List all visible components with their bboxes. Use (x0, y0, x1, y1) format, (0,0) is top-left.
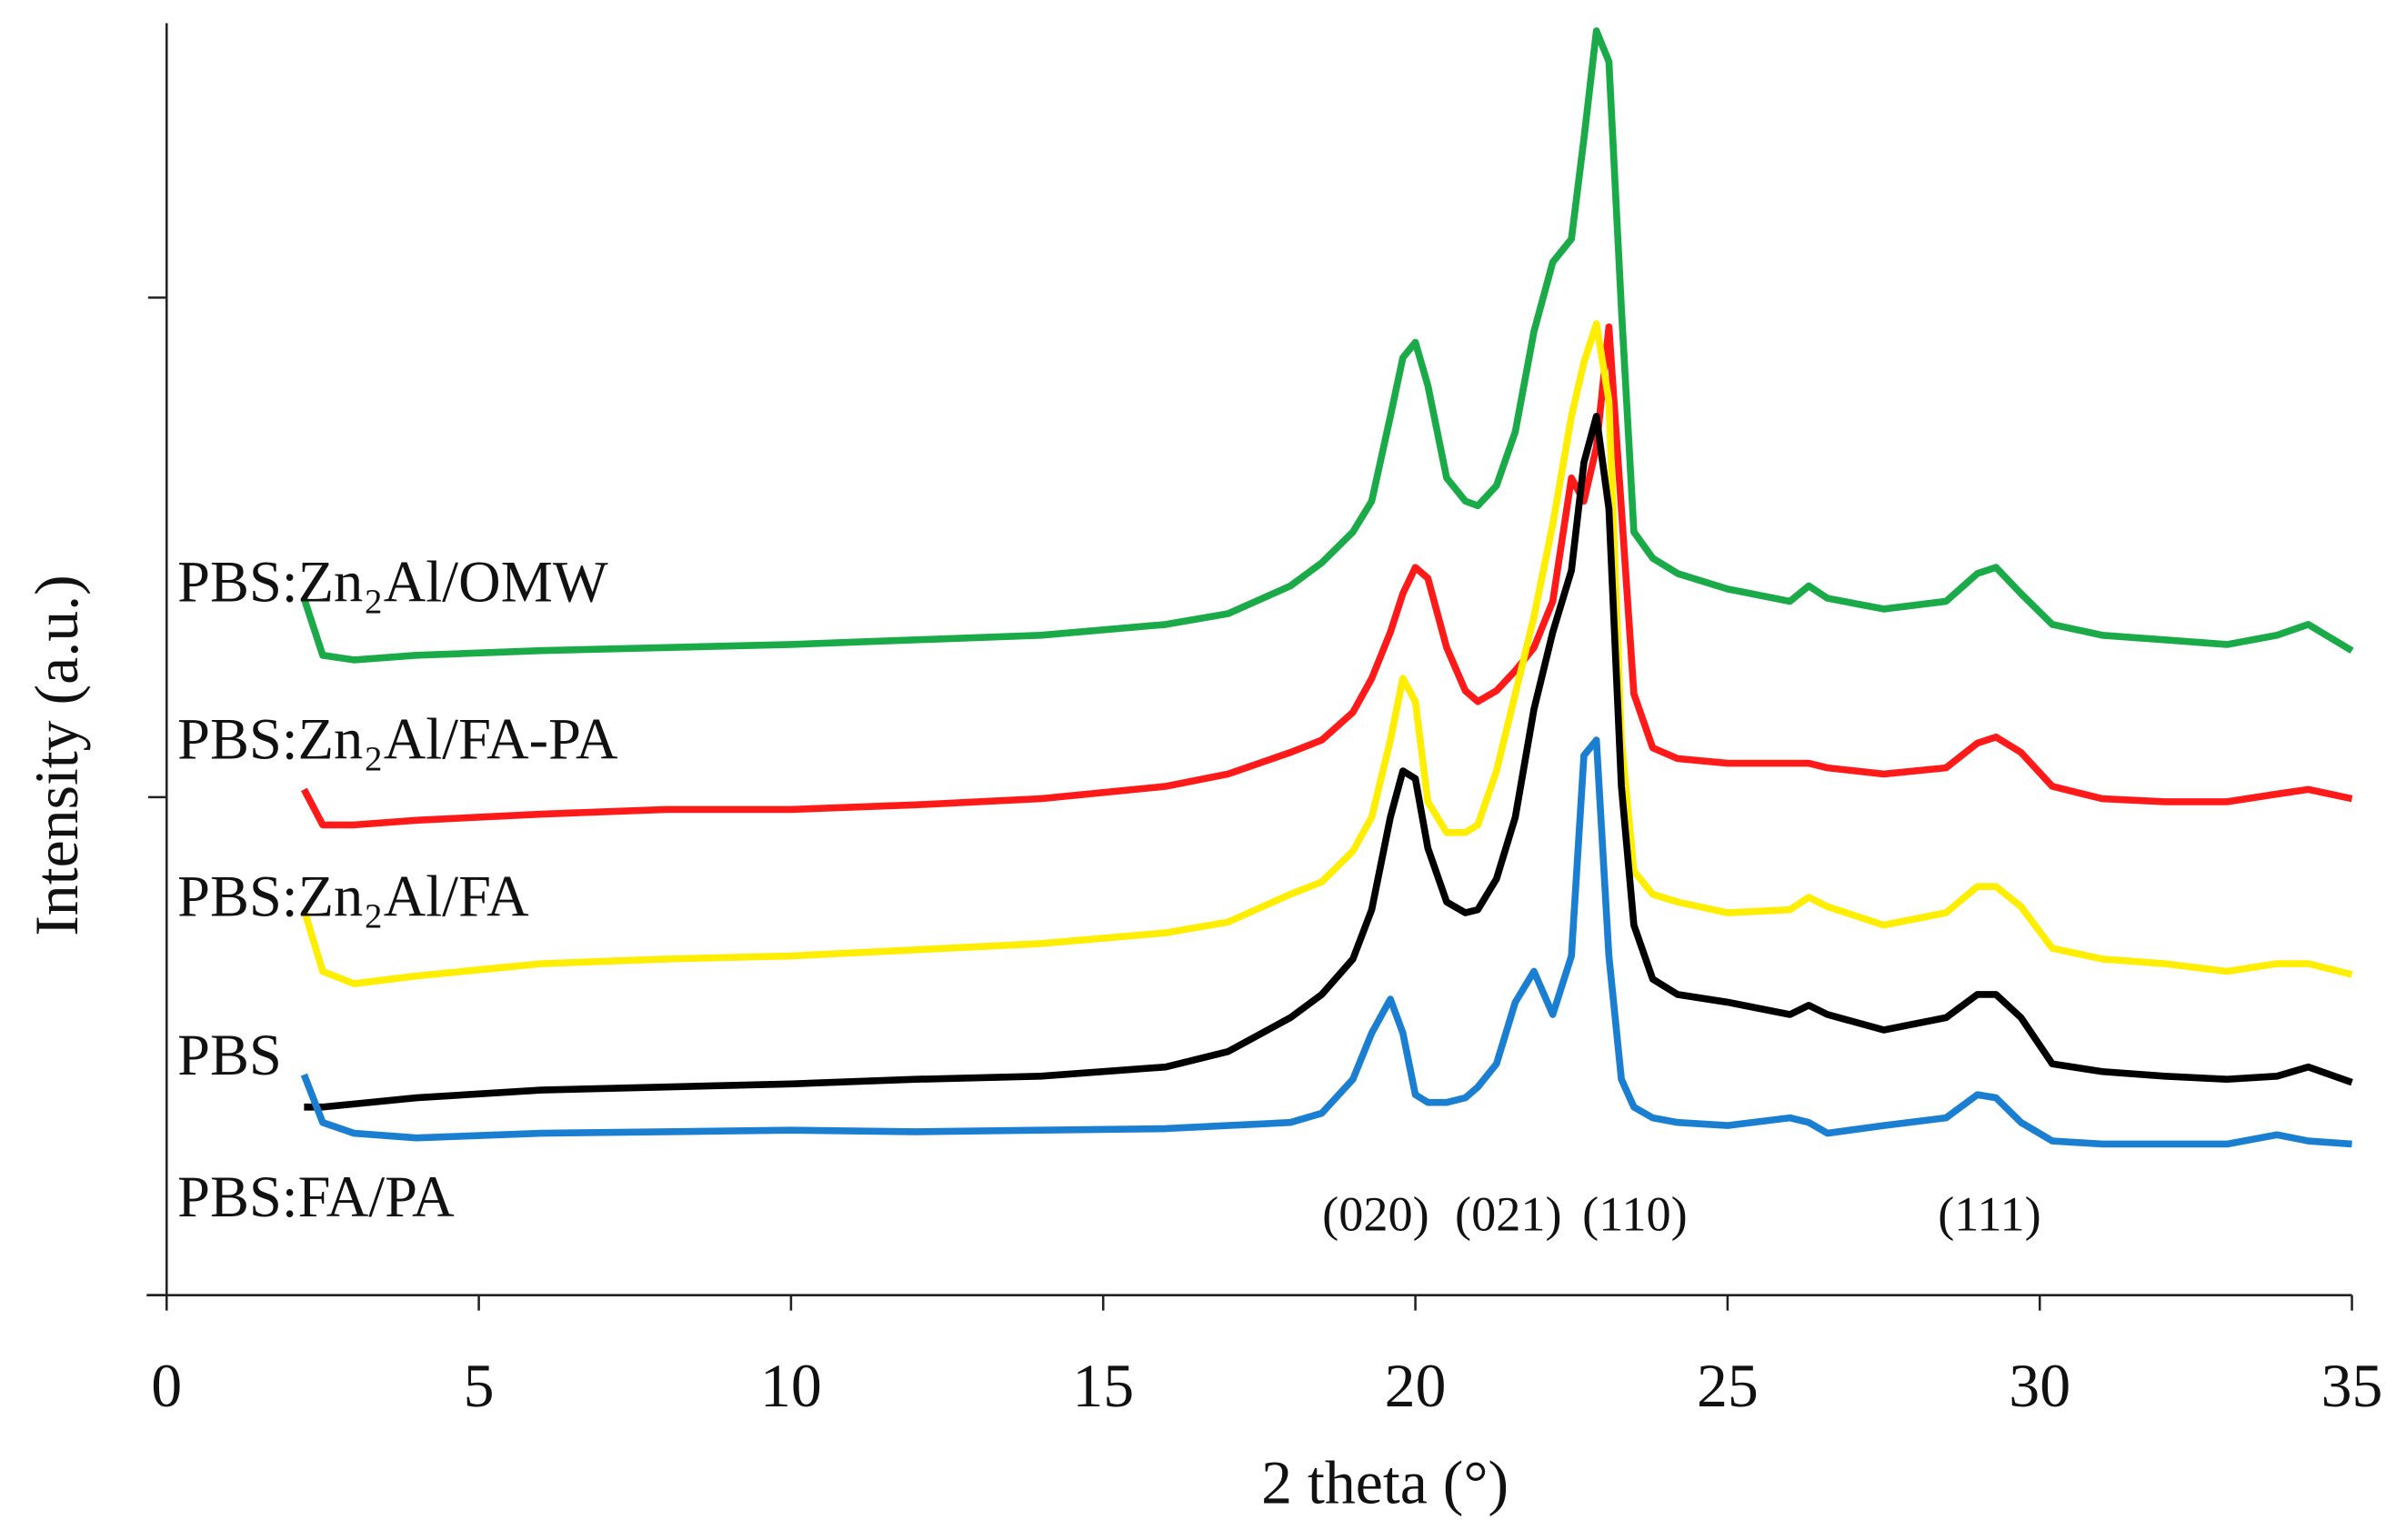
x-tick-label: 35 (2321, 1352, 2383, 1420)
x-tick-label: 25 (1697, 1352, 1759, 1420)
y-axis-label: Intensity (a.u.) (23, 575, 91, 935)
x-tick-label: 20 (1385, 1352, 1447, 1420)
series-label: PBS:Zn₂Al/FA (177, 864, 529, 928)
peak-annotation: (110) (1582, 1186, 1688, 1241)
series-line (300, 320, 2353, 987)
series-line (301, 323, 2353, 829)
series-label: PBS (177, 1023, 282, 1087)
series-label: PBS:Zn₂Al/FA-PA (177, 706, 618, 771)
peak-annotation: (020) (1322, 1186, 1429, 1241)
peak-annotation: (021) (1455, 1186, 1562, 1241)
x-tick-label: 5 (464, 1352, 495, 1420)
series-line (300, 27, 2354, 664)
series-line (300, 736, 2352, 1148)
x-tick-label: 0 (151, 1352, 182, 1420)
x-tick-label: 15 (1072, 1352, 1134, 1420)
peak-annotation: (111) (1938, 1186, 2041, 1241)
x-tick-label: 10 (760, 1352, 822, 1420)
x-axis-label: 2 theta (°) (1261, 1449, 1509, 1517)
series-label: PBS:FA/PA (177, 1165, 455, 1229)
series-line (304, 413, 2353, 1111)
x-tick-label: 30 (2009, 1352, 2070, 1420)
series-label: PBS:Zn₂Al/OMW (177, 549, 608, 614)
